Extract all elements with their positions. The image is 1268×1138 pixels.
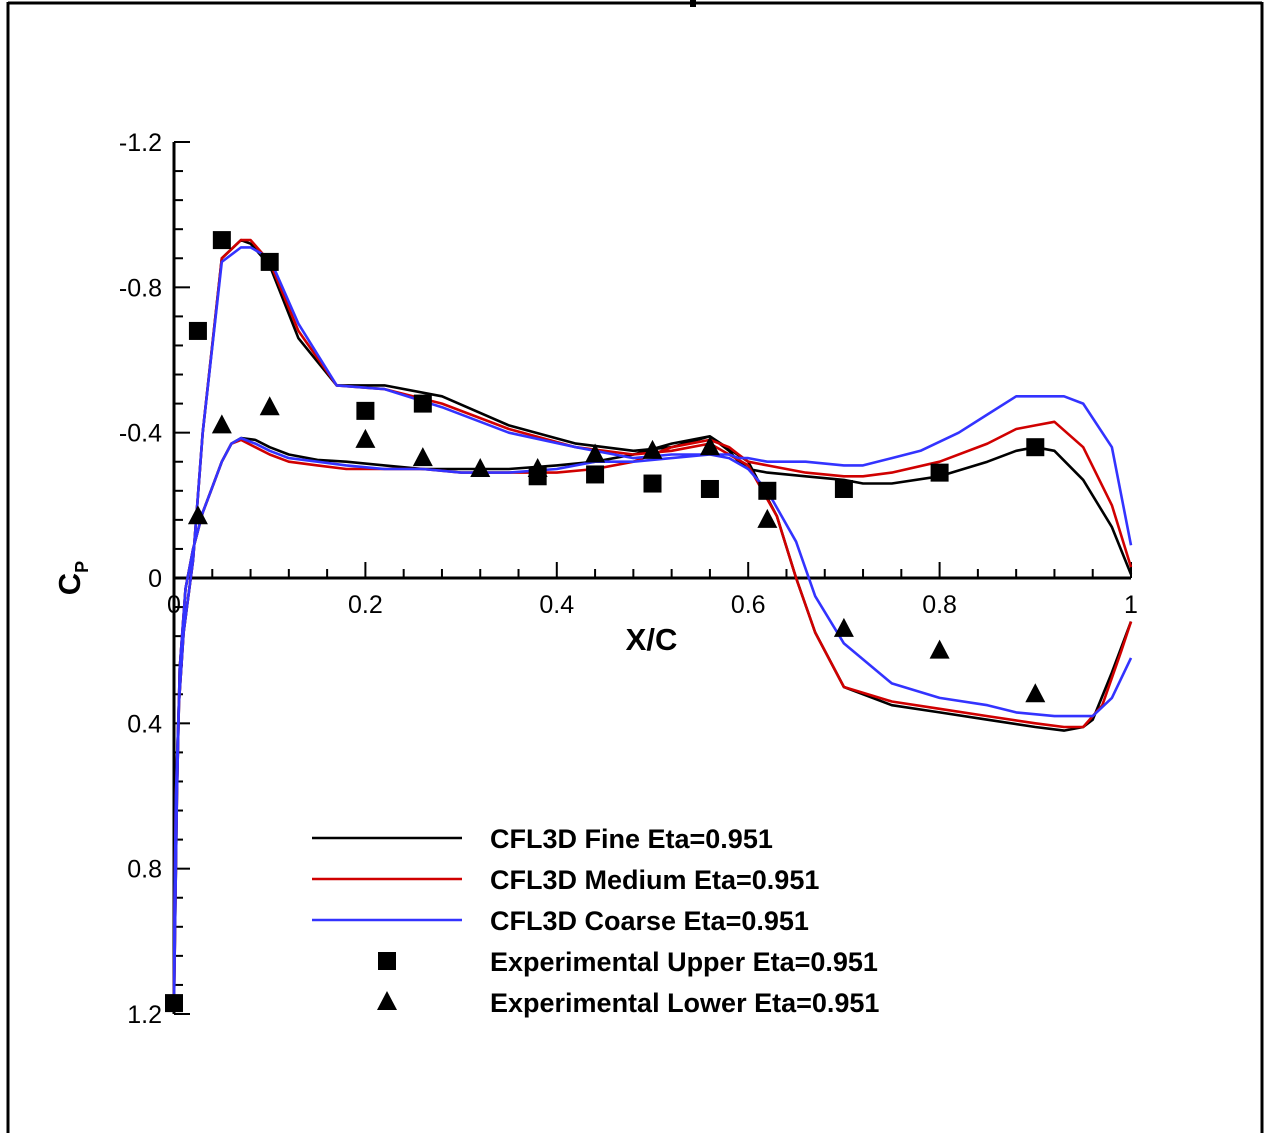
- triangle-marker: [833, 617, 854, 637]
- square-marker: [165, 994, 183, 1013]
- legend-label: Experimental Lower Eta=0.951: [490, 988, 879, 1018]
- square-marker: [260, 252, 279, 271]
- triangle-marker: [585, 443, 606, 463]
- legend-label: CFL3D Medium Eta=0.951: [490, 865, 819, 895]
- triangle-marker: [470, 458, 491, 477]
- series-layer: [165, 231, 1133, 1013]
- y-axis-title: CP: [52, 561, 92, 595]
- legend-item: CFL3D Medium Eta=0.951: [312, 865, 819, 895]
- y-tick-label: 0.4: [127, 710, 162, 738]
- legend-square-marker: [378, 952, 396, 970]
- x-tick-label: 0.4: [539, 591, 574, 619]
- triangle-marker: [757, 508, 778, 528]
- triangle-marker: [642, 439, 663, 459]
- legend-label: CFL3D Fine Eta=0.951: [490, 824, 773, 854]
- legend-item: Experimental Lower Eta=0.951: [377, 988, 879, 1018]
- x-tick-label: 0.8: [922, 591, 957, 619]
- square-marker: [586, 465, 605, 484]
- y-tick-label: -0.8: [119, 274, 162, 302]
- square-marker: [930, 463, 949, 482]
- series-3: [165, 231, 1045, 1013]
- y-tick-label: 0: [148, 565, 162, 593]
- x-tick-label: 0.6: [731, 591, 766, 619]
- square-marker: [834, 479, 853, 498]
- x-tick-label: 0.2: [348, 591, 383, 619]
- square-marker: [700, 479, 719, 498]
- triangle-marker: [211, 414, 232, 434]
- series-4: [187, 396, 1046, 703]
- x-tick-label: 0: [167, 591, 181, 619]
- figure-border: [6, 0, 1264, 1133]
- legend-label: Experimental Upper Eta=0.951: [490, 947, 878, 977]
- legend: CFL3D Fine Eta=0.951 CFL3D Medium Eta=0.9…: [312, 824, 879, 1018]
- square-marker: [1026, 438, 1045, 457]
- y-tick-label: 0.8: [127, 856, 162, 884]
- square-marker: [356, 401, 375, 420]
- y-tick-label: 1.2: [127, 1001, 162, 1029]
- legend-item: CFL3D Fine Eta=0.951: [312, 824, 773, 854]
- square-marker: [413, 394, 432, 413]
- triangle-marker: [355, 428, 376, 448]
- triangle-marker: [699, 436, 720, 456]
- square-marker: [643, 474, 662, 493]
- triangle-marker: [412, 447, 433, 467]
- legend-label: CFL3D Coarse Eta=0.951: [490, 906, 809, 936]
- x-tick-label: 1: [1124, 591, 1138, 619]
- series-2: [172, 246, 1133, 1005]
- square-marker: [758, 481, 777, 500]
- triangle-marker: [187, 505, 208, 525]
- x-axis-title: X/C: [626, 622, 678, 657]
- legend-item: Experimental Upper Eta=0.951: [378, 947, 878, 977]
- y-tick-label: -1.2: [119, 129, 162, 157]
- triangle-marker: [259, 396, 280, 416]
- series-line: [172, 246, 1133, 1005]
- square-marker: [212, 231, 231, 250]
- legend-triangle-marker: [377, 991, 397, 1010]
- triangle-marker: [527, 458, 548, 477]
- legend-item: CFL3D Coarse Eta=0.951: [312, 906, 809, 936]
- y-tick-label: -0.4: [119, 420, 162, 448]
- square-marker: [188, 321, 207, 340]
- triangle-marker: [1025, 683, 1046, 703]
- triangle-marker: [929, 639, 950, 659]
